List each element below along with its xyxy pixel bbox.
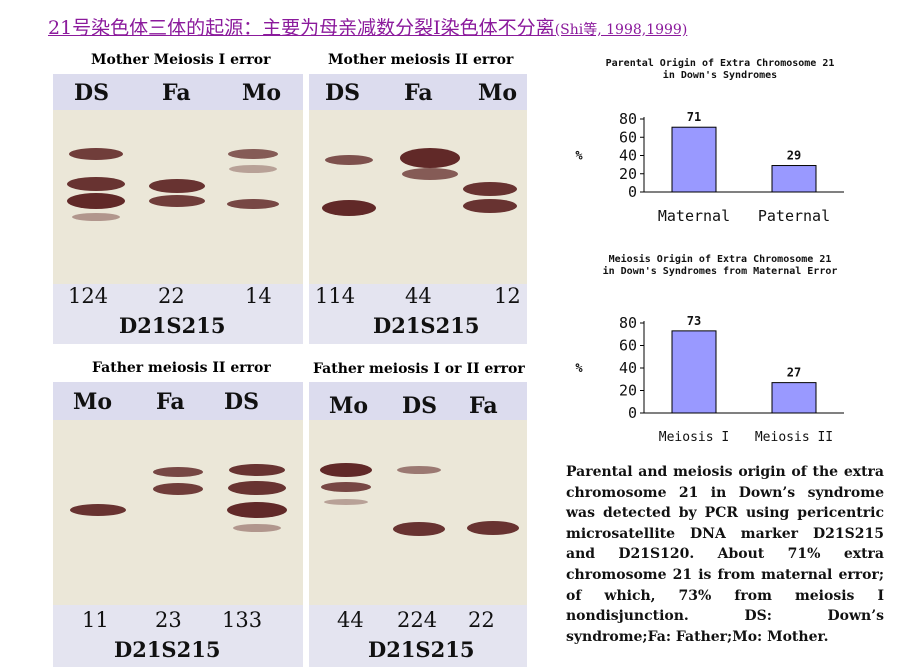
chart-1-x-tick-label-1: Paternal bbox=[758, 207, 830, 225]
chart-2-data-label-1: 27 bbox=[787, 366, 801, 380]
page-title-main: 21号染色体三体的起源：主要为母亲减数分裂I染色体不分离 bbox=[48, 17, 555, 39]
chart-2: % 0 20 40 60 80 73 Meiosis I 27 Meiosis II bbox=[565, 305, 865, 450]
gel-3-size-3: 133 bbox=[222, 608, 263, 632]
chart-2-y-tick-label-2: 40 bbox=[619, 359, 637, 377]
chart-1-y-tick-label-4: 80 bbox=[619, 110, 637, 128]
gel-3-title: Father meiosis II error bbox=[92, 360, 271, 376]
chart-1-y-tick-label-3: 60 bbox=[619, 128, 637, 146]
chart-2-y-tick-label-4: 80 bbox=[619, 314, 637, 332]
gel-2-image bbox=[309, 74, 527, 344]
gel-1-size-1: 124 bbox=[68, 284, 109, 308]
gel-1-size-3: 14 bbox=[245, 284, 272, 308]
chart-2-x-tick-label-0: Meiosis I bbox=[659, 430, 729, 445]
gel-1-lane-fa: Fa bbox=[162, 80, 191, 106]
gel-4-lane-mo: Mo bbox=[329, 393, 369, 419]
chart-1-data-label-0: 71 bbox=[687, 110, 701, 124]
chart-2-bar-meiosis-i bbox=[671, 330, 717, 414]
gel-2-size-1: 114 bbox=[315, 284, 356, 308]
gel-4-lane-ds: DS bbox=[402, 393, 437, 419]
gel-4-lane-fa: Fa bbox=[469, 393, 498, 419]
chart-2-x-tick-label-1: Meiosis II bbox=[755, 430, 833, 445]
gel-3-lane-fa: Fa bbox=[156, 389, 185, 415]
gel-4-image bbox=[309, 382, 527, 667]
chart-2-bar-meiosis-ii bbox=[771, 382, 817, 414]
gel-1-lane-ds: DS bbox=[74, 80, 109, 106]
chart-1-bar-maternal bbox=[671, 126, 717, 193]
chart-1-y-tick-label-2: 40 bbox=[619, 147, 637, 165]
chart-1-x-tick-label-0: Maternal bbox=[658, 207, 730, 225]
chart-1-y-tick-label-1: 20 bbox=[619, 165, 637, 183]
chart-1: % 0 20 40 60 80 71 Maternal 29 Paternal bbox=[565, 100, 865, 230]
gel-2-lane-mo: Mo bbox=[478, 80, 518, 106]
chart-1-y-axis-label: % bbox=[575, 149, 583, 163]
figure-caption: Parental and meiosis origin of the extra… bbox=[566, 464, 884, 645]
gel-4-title: Father meiosis I or II error bbox=[313, 361, 525, 377]
gel-3-image bbox=[53, 382, 303, 667]
gel-2-size-2: 44 bbox=[405, 284, 432, 308]
chart-2-y-tick-label-0: 0 bbox=[628, 404, 637, 422]
gel-2-title: Mother meiosis II error bbox=[328, 52, 514, 68]
chart-1-bar-paternal bbox=[771, 165, 817, 193]
page-title: 21号染色体三体的起源：主要为母亲减数分裂I染色体不分离(Shi等, 1998,… bbox=[48, 13, 687, 40]
gel-3-size-2: 23 bbox=[155, 608, 182, 632]
gel-3-marker: D21S215 bbox=[114, 637, 221, 662]
page-title-citation: (Shi等, 1998,1999) bbox=[554, 22, 688, 38]
gel-1-size-2: 22 bbox=[158, 284, 185, 308]
gel-3-lane-mo: Mo bbox=[73, 389, 113, 415]
gel-1-marker: D21S215 bbox=[119, 313, 226, 338]
gel-4-marker: D21S215 bbox=[368, 637, 475, 662]
chart-1-data-label-1: 29 bbox=[787, 149, 801, 163]
gel-2-lane-ds: DS bbox=[325, 80, 360, 106]
gel-1-lane-mo: Mo bbox=[242, 80, 282, 106]
gel-2-lane-fa: Fa bbox=[404, 80, 433, 106]
gel-4-size-3: 22 bbox=[468, 608, 495, 632]
chart-2-y-axis-label: % bbox=[575, 361, 583, 375]
gel-2-size-3: 12 bbox=[494, 284, 521, 308]
gel-4-size-2: 224 bbox=[397, 608, 438, 632]
gel-3-lane-ds: DS bbox=[224, 389, 259, 415]
chart-2-y-tick-label-3: 60 bbox=[619, 337, 637, 355]
gel-3-size-1: 11 bbox=[82, 608, 109, 632]
chart-2-svg: % 0 20 40 60 80 73 Meiosis I 27 Meiosis II bbox=[575, 314, 844, 445]
gel-4-size-1: 44 bbox=[337, 608, 364, 632]
gel-2-marker: D21S215 bbox=[373, 313, 480, 338]
gel-1-title: Mother Meiosis I error bbox=[91, 52, 271, 68]
chart-2-y-tick-label-1: 20 bbox=[619, 382, 637, 400]
chart-1-title: Parental Origin of Extra Chromosome 21 i… bbox=[605, 58, 835, 81]
gel-1-image bbox=[53, 74, 303, 344]
chart-2-title: Meiosis Origin of Extra Chromosome 21 in… bbox=[602, 254, 838, 277]
chart-2-data-label-0: 73 bbox=[687, 314, 701, 328]
chart-1-y-tick-label-0: 0 bbox=[628, 183, 637, 201]
